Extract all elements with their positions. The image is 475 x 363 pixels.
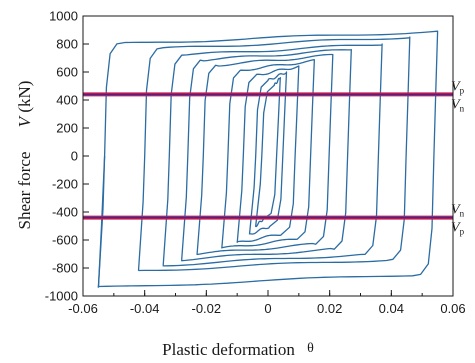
y-tick-label: -800 [52, 261, 78, 276]
hysteresis-loop [236, 65, 300, 243]
x-tick-label: -0.06 [68, 301, 98, 316]
y-tick-label: -600 [52, 233, 78, 248]
x-axis-title: Plastic deformation θ [162, 340, 314, 359]
hysteresis-loop [196, 53, 334, 256]
y-tick-label: 600 [56, 65, 78, 80]
reference-label-upper-sub: p [460, 85, 465, 95]
y-axis-unit: (kN) [15, 81, 34, 113]
x-tick-label: 0.06 [440, 301, 465, 316]
hysteresis-loop [162, 43, 383, 267]
reference-label-lower: Vp [451, 221, 465, 237]
y-tick-label: 1000 [49, 9, 78, 24]
y-tick-label: 200 [56, 121, 78, 136]
x-tick-label: 0 [264, 301, 271, 316]
hysteresis-loop [221, 59, 315, 249]
reference-label-lower-sub: p [460, 227, 465, 237]
x-axis-symbol: θ [307, 341, 314, 356]
reference-label-lower: Vn [451, 97, 465, 113]
y-tick-label: -1000 [45, 289, 78, 304]
y-tick-label: 800 [56, 37, 78, 52]
reference-label-upper: Vn [451, 203, 465, 219]
x-axis-title-text: Plastic deformation [162, 340, 295, 359]
y-tick-label: -200 [52, 177, 78, 192]
hysteresis-loop [248, 71, 288, 235]
y-tick-label: 0 [71, 149, 78, 164]
y-axis-symbol: V [15, 114, 34, 127]
hysteresis-loop [255, 76, 281, 228]
y-axis-title-text: Shear force [15, 152, 34, 230]
x-tick-label: 0.04 [379, 301, 404, 316]
reference-label-upper-sub: n [460, 209, 465, 219]
x-tick-label: 0.02 [317, 301, 342, 316]
hysteresis-curves [97, 30, 439, 288]
x-tick-label: -0.04 [130, 301, 160, 316]
y-axis-ticks: -1000 -800 -600 -400 -200 0 200 400 600 800 1000 [45, 9, 89, 304]
reference-label-upper: Vp [451, 79, 465, 95]
hysteresis-loop [181, 48, 352, 262]
y-tick-label: -400 [52, 205, 78, 220]
reference-label-lower-sub: n [460, 103, 465, 113]
reference-lines [83, 92, 453, 220]
x-axis-ticks: -0.06 -0.04 -0.02 0 0.02 0.04 0.06 [68, 290, 466, 316]
final-branch [97, 155, 106, 288]
x-tick-label: -0.02 [192, 301, 222, 316]
y-axis-title: Shear force V (kN) [15, 81, 34, 230]
hysteresis-loop [137, 36, 411, 272]
y-tick-label: 400 [56, 93, 78, 108]
hysteresis-loop [97, 30, 439, 288]
